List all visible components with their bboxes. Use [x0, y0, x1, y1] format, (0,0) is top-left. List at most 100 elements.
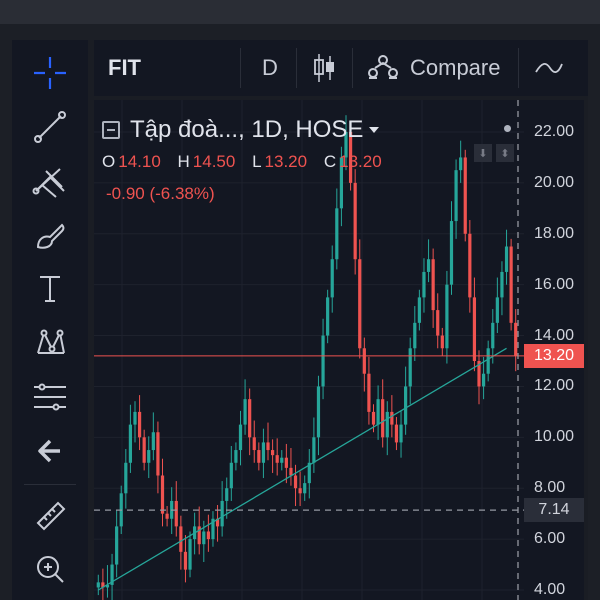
candle-body	[96, 582, 100, 588]
more-options-icon[interactable]	[504, 125, 511, 132]
candle-body	[509, 246, 513, 323]
back-arrow-icon	[38, 439, 60, 463]
candle-body	[335, 208, 339, 260]
crosshair-price-tag: 7.14	[524, 498, 584, 523]
text-tool[interactable]	[12, 262, 88, 316]
price-label: 4.00	[534, 581, 566, 598]
brush-tool[interactable]	[12, 208, 88, 262]
candle-body	[284, 457, 288, 468]
candle-body	[220, 500, 224, 527]
candle-body	[165, 513, 169, 519]
chevron-down-icon[interactable]	[369, 127, 380, 133]
zoom-tool[interactable]	[12, 542, 88, 596]
candle-body	[156, 432, 160, 476]
ohlc-values: O 14.10 H 14.50 L 13.20 C 13.20	[102, 152, 394, 172]
last-price-tag: 13.20	[524, 343, 584, 368]
ruler-tool[interactable]	[12, 488, 88, 542]
candle-body	[353, 182, 357, 260]
symbol-button[interactable]: FIT	[108, 55, 141, 80]
toolbar-divider	[296, 48, 297, 88]
candle-body	[472, 297, 477, 361]
candle-body	[303, 483, 307, 494]
candle-body	[147, 450, 151, 463]
candle-body	[248, 399, 252, 438]
chart-pane[interactable]: Tập đoà..., 1D, HOSE ⬇ ⬍ O 14.10 H 14.50 L…	[94, 100, 584, 600]
candle-body	[399, 424, 403, 443]
back-tool[interactable]	[12, 424, 88, 478]
toolbar-divider	[240, 48, 241, 88]
candle-body	[183, 551, 188, 570]
candle-body	[477, 361, 481, 387]
candle-body	[128, 424, 133, 463]
trend-line-icon	[34, 111, 66, 143]
candle-body	[330, 259, 334, 298]
candle-body	[133, 411, 137, 425]
candle-body	[413, 322, 417, 349]
pattern-icon	[37, 329, 65, 354]
price-chart[interactable]	[94, 100, 584, 600]
candle-body	[436, 310, 440, 336]
compare-button[interactable]: Compare	[366, 40, 500, 96]
candle-body	[486, 348, 490, 374]
trend-line-tool[interactable]	[12, 100, 88, 154]
candle-body	[504, 246, 509, 272]
legend-title[interactable]: Tập đoà..., 1D, HOSE	[102, 116, 380, 144]
pitchfork-tool[interactable]	[12, 154, 88, 208]
candle-body	[404, 386, 408, 425]
candle-body	[358, 259, 362, 349]
trend-line	[97, 347, 507, 591]
candle-body	[321, 335, 325, 387]
price-change: -0.90 (-6.38%)	[106, 184, 215, 203]
candle-body	[367, 373, 371, 412]
price-label: 10.00	[534, 428, 575, 446]
open-value: 14.10	[118, 152, 161, 171]
interval-button[interactable]: D	[262, 55, 278, 80]
candle-body	[514, 322, 518, 356]
pattern-tool[interactable]	[12, 316, 88, 370]
candle-body	[348, 132, 353, 183]
candle-body	[459, 157, 463, 171]
symbol-description: Tập đoà..., 1D, HOSE	[130, 116, 364, 143]
candle-body	[390, 411, 394, 425]
price-label: 22.00	[534, 123, 575, 140]
candle-body	[179, 526, 183, 552]
indicator-wave-icon	[535, 63, 563, 73]
chart-type-button[interactable]	[312, 40, 336, 96]
status-bar	[0, 0, 600, 24]
candle-body	[270, 450, 275, 456]
candle-body	[202, 531, 206, 545]
candle-body	[381, 399, 385, 438]
candle-body	[124, 462, 128, 494]
indicators-button[interactable]	[534, 40, 564, 96]
price-axis[interactable]: 22.00 20.00 18.00 16.00 14.00 12.00 10.00 8.00 6…	[524, 100, 584, 600]
high-key: H	[177, 152, 190, 171]
price-label: 16.00	[534, 275, 575, 293]
candle-body	[312, 437, 316, 463]
candle-body	[326, 297, 330, 336]
pane-controls: ⬇ ⬍	[474, 144, 514, 162]
price-label: 6.00	[534, 530, 566, 548]
candle-body	[229, 462, 233, 489]
candle-body	[257, 450, 261, 463]
candle-body	[426, 259, 431, 272]
candle-body	[197, 526, 201, 545]
candle-body	[362, 348, 366, 374]
candle-body	[238, 424, 243, 451]
high-value: 14.50	[192, 152, 236, 171]
candle-body	[206, 531, 210, 540]
crosshair-tool[interactable]	[12, 46, 88, 100]
candle-body	[275, 455, 279, 463]
move-down-icon[interactable]: ⬇	[474, 144, 492, 162]
collapse-legend-icon[interactable]	[102, 121, 120, 139]
fib-retracement-tool[interactable]	[12, 370, 88, 424]
price-label: 20.00	[534, 173, 575, 191]
candle-body	[293, 475, 298, 489]
price-label: 18.00	[534, 224, 575, 242]
move-up-icon[interactable]: ⬍	[496, 144, 514, 162]
candle-body	[215, 518, 220, 527]
candle-body	[280, 457, 284, 463]
candle-body	[234, 450, 238, 463]
candle-body	[463, 157, 467, 234]
brush-icon	[36, 223, 65, 249]
candle-body	[174, 500, 178, 527]
